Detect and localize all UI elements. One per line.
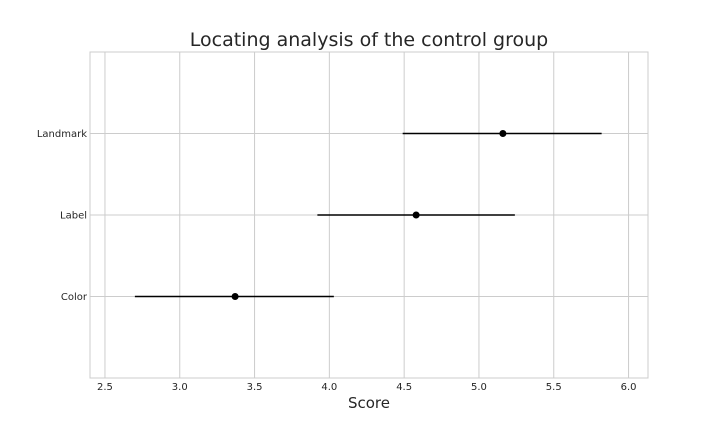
data-point — [412, 211, 420, 219]
data-point — [231, 293, 239, 300]
y-tick-label: Label — [60, 211, 87, 222]
x-tick-label: 2.5 — [97, 382, 113, 393]
y-tick-labels: Landmark Label Color — [37, 129, 88, 303]
chart-title: Locating analysis of the control group — [190, 29, 548, 51]
x-axis-label: Score — [348, 394, 390, 412]
y-tick-label: Color — [61, 292, 88, 303]
x-tick-label: 5.5 — [546, 382, 562, 393]
data-marks — [134, 130, 602, 300]
y-tick-label: Landmark — [37, 129, 87, 140]
x-tick-labels: 2.5 3.0 3.5 4.0 4.5 5.0 5.5 6.0 — [97, 382, 636, 393]
x-tick-label: 5.0 — [471, 382, 487, 393]
x-tick-label: 4.5 — [396, 382, 412, 393]
x-tick-label: 4.0 — [321, 382, 337, 393]
plot-frame — [89, 51, 649, 379]
x-tick-label: 6.0 — [621, 382, 637, 393]
data-point — [499, 130, 507, 137]
x-tick-label: 3.5 — [247, 382, 263, 393]
x-tick-label: 3.0 — [172, 382, 188, 393]
